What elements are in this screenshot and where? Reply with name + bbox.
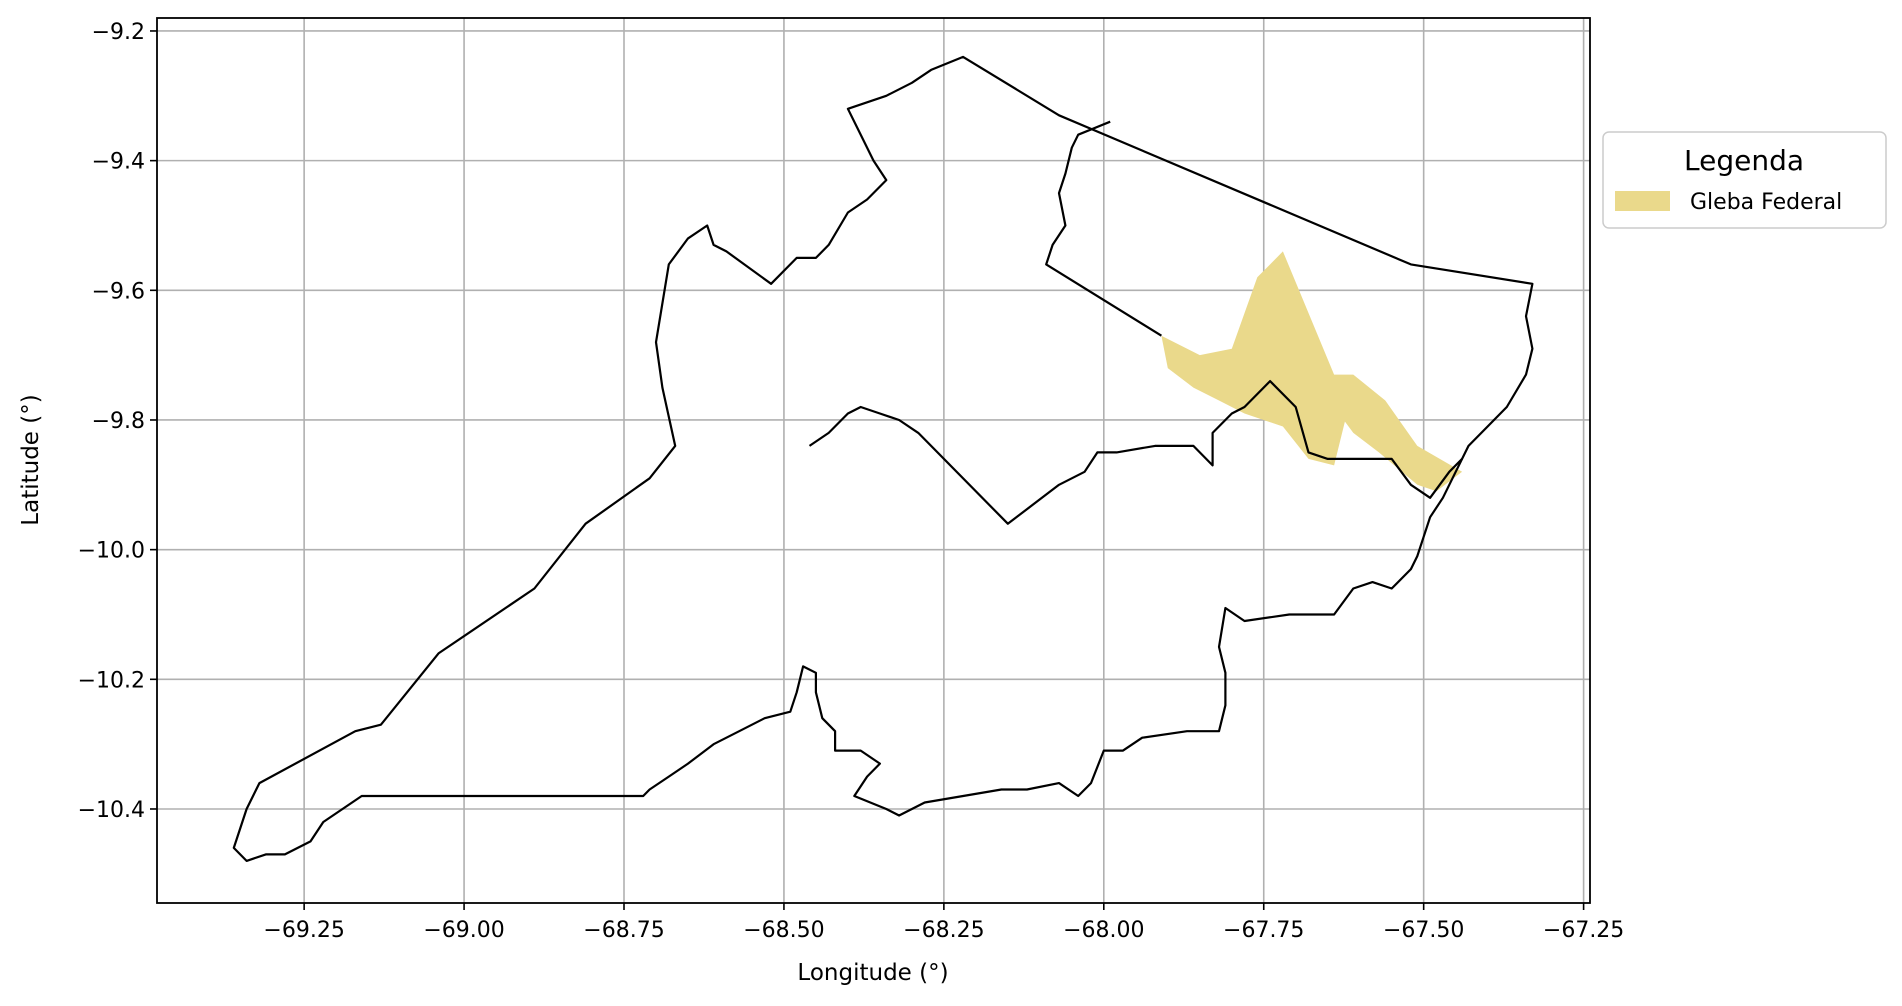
y-tick-label: −10.0 (78, 539, 145, 564)
x-tick-label: −67.50 (1383, 918, 1464, 943)
y-axis-ticks: −9.2 −9.4 −9.6 −9.8 −10.0 −10.2 −10.4 (78, 20, 157, 823)
y-tick-label: −9.4 (92, 150, 145, 175)
outer-boundary[interactable] (232, 55, 1534, 862)
x-tick-label: −68.75 (583, 918, 664, 943)
map-layers (232, 55, 1534, 862)
legend-box (1602, 131, 1887, 229)
x-tick-label: −69.00 (423, 918, 504, 943)
y-tick-label: −10.2 (78, 668, 145, 693)
upper-inner-boundary (1045, 120, 1162, 337)
legend-label-gleba-federal: Gleba Federal (1690, 190, 1842, 215)
legend-title: Legenda (1684, 144, 1804, 177)
x-tick-label: −67.25 (1543, 918, 1624, 943)
x-axis-ticks: −69.25 −69.00 −68.75 −68.50 −68.25 −68.00 −67.… (263, 903, 1624, 943)
x-tick-label: −67.75 (1223, 918, 1304, 943)
legend-swatch-gleba-federal (1615, 191, 1670, 211)
x-tick-label: −69.25 (263, 918, 344, 943)
x-tick-label: −68.25 (903, 918, 984, 943)
y-tick-label: −9.2 (92, 20, 145, 45)
inner-boundary (808, 380, 1463, 525)
x-axis-title: Longitude (°) (797, 960, 948, 986)
y-tick-label: −9.6 (92, 279, 145, 304)
plot-frame (156, 17, 1591, 904)
x-tick-label: −68.00 (1063, 918, 1144, 943)
gleba-federal-area[interactable] (1161, 251, 1463, 492)
y-tick-label: −10.4 (78, 798, 145, 823)
y-tick-label: −9.8 (92, 409, 145, 434)
legend: Legenda Gleba Federal (1602, 131, 1887, 229)
y-axis-title: Latitude (°) (18, 394, 44, 525)
x-tick-label: −68.50 (743, 918, 824, 943)
